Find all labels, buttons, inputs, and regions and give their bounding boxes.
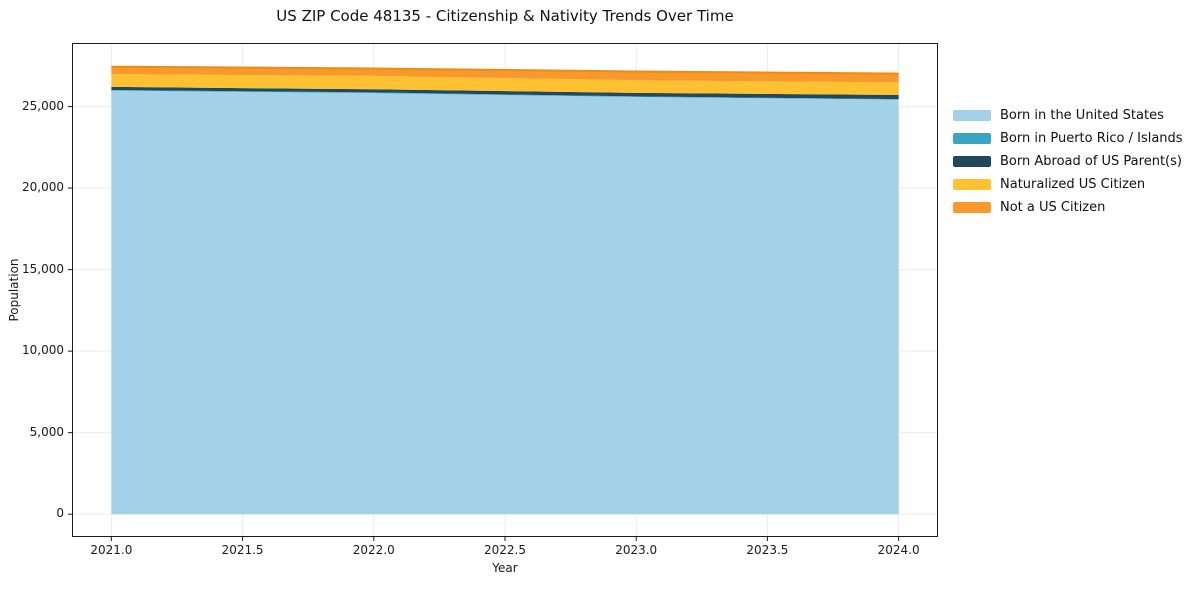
y-tick-label: 0 [56, 506, 64, 521]
legend-label: Born in the United States [1000, 108, 1164, 123]
legend-item: Born Abroad of US Parent(s) [953, 150, 1183, 173]
y-tick-label: 5,000 [29, 424, 64, 439]
plot-frame [72, 43, 938, 537]
legend: Born in the United States Born in Puerto … [953, 104, 1183, 219]
x-tick-label: 2022.0 [352, 543, 395, 557]
chart-title: US ZIP Code 48135 - Citizenship & Nativi… [276, 7, 734, 25]
legend-item: Born in the United States [953, 104, 1183, 127]
area-series-0 [111, 90, 899, 515]
legend-label: Naturalized US Citizen [1000, 177, 1146, 192]
plot-area [68, 43, 938, 541]
legend-item: Naturalized US Citizen [953, 173, 1183, 196]
x-tick-label: 2021.0 [90, 543, 133, 557]
y-tick-label: 25,000 [22, 98, 64, 113]
area-series-1 [111, 90, 899, 100]
y-tick-label: 10,000 [22, 343, 64, 358]
area-series-3 [111, 74, 899, 95]
legend-swatch [953, 202, 991, 213]
x-tick-label: 2023.5 [746, 543, 789, 557]
x-tick-label: 2024.0 [877, 543, 920, 557]
legend-swatch [953, 110, 991, 121]
legend-label: Born Abroad of US Parent(s) [1000, 154, 1182, 169]
y-tick-label: 15,000 [22, 261, 64, 276]
legend-swatch [953, 156, 991, 167]
area-series-2 [111, 86, 899, 100]
x-axis-label: Year [492, 561, 518, 575]
x-tick-label: 2023.0 [615, 543, 658, 557]
y-tick-label: 20,000 [22, 180, 64, 195]
legend-label: Born in Puerto Rico / Islands [1000, 131, 1183, 146]
legend-item: Born in Puerto Rico / Islands [953, 127, 1183, 150]
legend-item: Not a US Citizen [953, 196, 1183, 219]
legend-swatch [953, 179, 991, 190]
stack-top-edge [111, 65, 899, 75]
x-tick-label: 2022.5 [484, 543, 526, 557]
area-series-4 [111, 66, 899, 83]
legend-label: Not a US Citizen [1000, 200, 1106, 215]
legend-swatch [953, 133, 991, 144]
x-tick-label: 2021.5 [221, 543, 264, 557]
